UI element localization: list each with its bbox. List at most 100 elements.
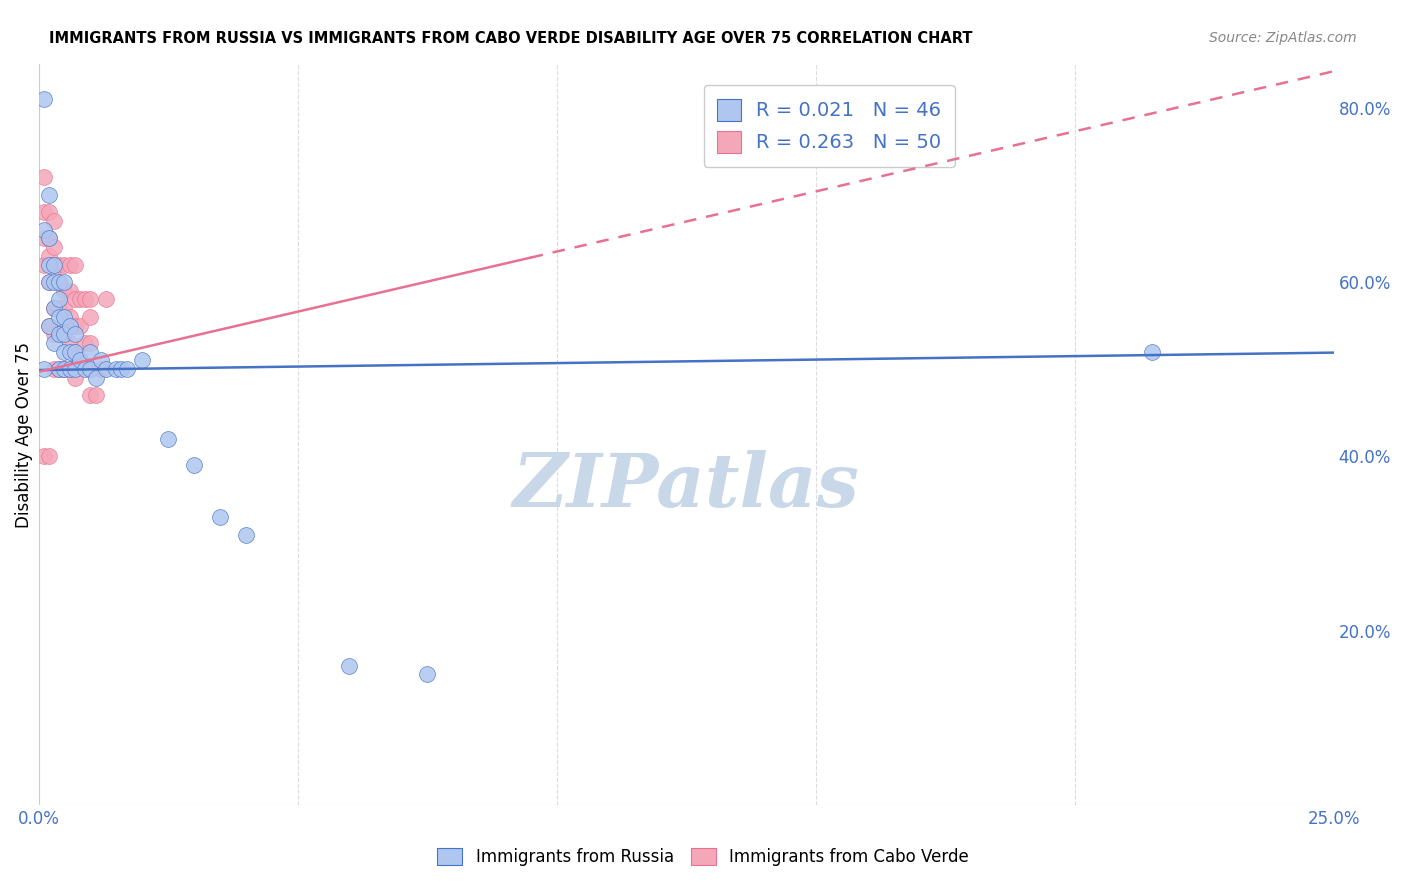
Text: ZIPatlas: ZIPatlas <box>513 450 859 523</box>
Point <box>42 214 65 228</box>
Point <box>53 284 76 298</box>
Point <box>63 371 86 385</box>
Point <box>59 362 82 376</box>
Point <box>42 327 65 342</box>
Point <box>38 258 60 272</box>
Point <box>32 205 55 219</box>
Point <box>75 336 97 351</box>
Point <box>235 528 257 542</box>
Point <box>79 388 101 402</box>
Point <box>53 258 76 272</box>
Point <box>63 362 86 376</box>
Point <box>90 362 112 376</box>
Point <box>59 336 82 351</box>
Point <box>48 275 70 289</box>
Point <box>115 362 138 376</box>
Point <box>32 362 55 376</box>
Point <box>63 293 86 307</box>
Point <box>79 336 101 351</box>
Point <box>75 293 97 307</box>
Point <box>63 344 86 359</box>
Point <box>53 362 76 376</box>
Point <box>48 301 70 315</box>
Point <box>48 293 70 307</box>
Text: IMMIGRANTS FROM RUSSIA VS IMMIGRANTS FROM CABO VERDE DISABILITY AGE OVER 75 CORR: IMMIGRANTS FROM RUSSIA VS IMMIGRANTS FRO… <box>49 31 973 46</box>
Point <box>59 258 82 272</box>
Point <box>90 353 112 368</box>
Point <box>42 275 65 289</box>
Point <box>38 318 60 333</box>
Point <box>42 258 65 272</box>
Point <box>1142 344 1164 359</box>
Point <box>183 458 205 472</box>
Point <box>59 362 82 376</box>
Text: Source: ZipAtlas.com: Source: ZipAtlas.com <box>1209 31 1357 45</box>
Point <box>48 275 70 289</box>
Point <box>105 362 128 376</box>
Point <box>42 362 65 376</box>
Point <box>59 284 82 298</box>
Point <box>48 310 70 324</box>
Point <box>63 327 86 342</box>
Point <box>53 327 76 342</box>
Point <box>48 327 70 342</box>
Point <box>38 450 60 464</box>
Point <box>69 353 91 368</box>
Point <box>42 301 65 315</box>
Point <box>94 293 117 307</box>
Point <box>53 344 76 359</box>
Legend: Immigrants from Russia, Immigrants from Cabo Verde: Immigrants from Russia, Immigrants from … <box>429 840 977 875</box>
Point <box>79 310 101 324</box>
Point <box>131 353 153 368</box>
Point <box>38 249 60 263</box>
Point <box>79 362 101 376</box>
Point <box>208 510 231 524</box>
Point <box>53 327 76 342</box>
Point <box>38 231 60 245</box>
Point <box>79 362 101 376</box>
Point <box>69 293 91 307</box>
Point <box>53 310 76 324</box>
Point <box>38 318 60 333</box>
Point <box>53 301 76 315</box>
Point <box>63 344 86 359</box>
Point <box>63 258 86 272</box>
Y-axis label: Disability Age Over 75: Disability Age Over 75 <box>15 342 32 527</box>
Point <box>53 362 76 376</box>
Point <box>59 344 82 359</box>
Legend: R = 0.021   N = 46, R = 0.263   N = 50: R = 0.021 N = 46, R = 0.263 N = 50 <box>703 85 955 167</box>
Point <box>94 362 117 376</box>
Point <box>32 258 55 272</box>
Point <box>59 318 82 333</box>
Point <box>337 658 360 673</box>
Point <box>63 318 86 333</box>
Point <box>48 362 70 376</box>
Point <box>38 275 60 289</box>
Point <box>157 432 180 446</box>
Point <box>42 336 65 351</box>
Point <box>75 362 97 376</box>
Point <box>32 223 55 237</box>
Point <box>48 327 70 342</box>
Point <box>59 310 82 324</box>
Point <box>84 388 107 402</box>
Point <box>32 231 55 245</box>
Point <box>69 353 91 368</box>
Point <box>110 362 132 376</box>
Point <box>42 258 65 272</box>
Point <box>32 450 55 464</box>
Point <box>416 667 439 681</box>
Point <box>53 275 76 289</box>
Point <box>38 187 60 202</box>
Point <box>84 371 107 385</box>
Point <box>38 275 60 289</box>
Point <box>42 240 65 254</box>
Point <box>32 170 55 185</box>
Point <box>38 205 60 219</box>
Point <box>42 301 65 315</box>
Point <box>38 231 60 245</box>
Point <box>79 344 101 359</box>
Point <box>69 318 91 333</box>
Point <box>48 258 70 272</box>
Point <box>32 92 55 106</box>
